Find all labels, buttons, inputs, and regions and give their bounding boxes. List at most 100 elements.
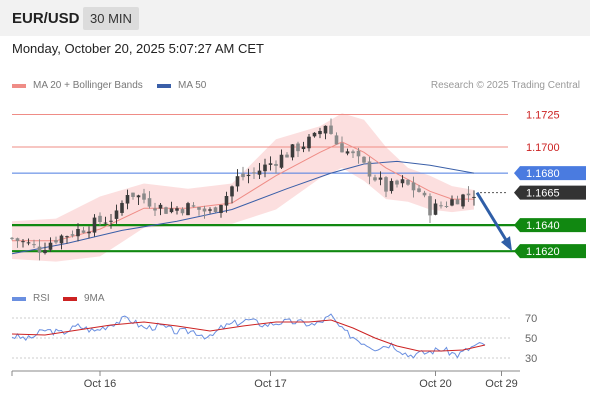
- candle-body: [120, 202, 124, 213]
- level-label-1-1725: 1.1725: [526, 110, 560, 122]
- candle-body: [428, 196, 432, 216]
- candle-body: [395, 180, 399, 185]
- candle-body: [290, 144, 295, 158]
- legend-ma9: 9MA: [63, 293, 105, 304]
- ma50-line: [11, 160, 475, 255]
- candle-body: [169, 208, 174, 213]
- legend-bollinger-label: MA 20 + Bollinger Bands: [33, 80, 143, 91]
- candle-body: [246, 174, 251, 177]
- candle-body: [147, 198, 152, 207]
- level-tag-text-1-1680: 1.1680: [526, 168, 560, 180]
- level-tag-text-1-1620: 1.1620: [526, 246, 560, 258]
- candle-body: [367, 161, 372, 177]
- candle-body: [98, 215, 102, 223]
- projection-arrow-shaft: [475, 191, 510, 244]
- rsi-line: [11, 313, 486, 359]
- legend-rsi-label: RSI: [33, 293, 50, 304]
- candle-body: [191, 205, 196, 207]
- candle-body: [296, 143, 300, 152]
- candle-body: [175, 208, 179, 211]
- candle-body: [180, 209, 185, 214]
- candle-body: [378, 177, 383, 180]
- candle-body: [202, 208, 207, 212]
- ma20-line: [12, 141, 474, 242]
- instrument-title: EUR/USD: [12, 10, 80, 27]
- level-tag-text-1-1665: 1.1665: [526, 188, 560, 200]
- candle-body: [43, 250, 47, 254]
- candle-body: [125, 195, 130, 204]
- candle-body: [389, 180, 394, 192]
- candle-body: [466, 193, 471, 196]
- ma50-swatch: [157, 83, 171, 88]
- candle-body: [263, 164, 267, 172]
- candle-body: [186, 203, 190, 216]
- candle-body: [65, 236, 69, 238]
- candle-body: [26, 242, 31, 244]
- candle-body: [54, 240, 58, 243]
- candle-body: [329, 125, 333, 134]
- candle-body: [301, 146, 306, 150]
- candle-body: [318, 130, 322, 135]
- level-tag-1-1640: [514, 218, 586, 233]
- candle-body: [70, 234, 75, 236]
- candle-body: [230, 186, 234, 197]
- candle-body: [219, 204, 223, 214]
- legend-bollinger: MA 20 + Bollinger Bands: [12, 80, 143, 91]
- candle-body: [76, 229, 80, 237]
- candle-body: [461, 194, 465, 207]
- rsi-level-label-50: 50: [525, 333, 537, 345]
- candle-body: [92, 217, 97, 233]
- level-tag-1-1680: [514, 166, 586, 181]
- candle-body: [406, 179, 410, 185]
- x-tick-label-Oct-17: Oct 17: [254, 378, 286, 390]
- candle-body: [15, 238, 20, 241]
- legend-ma50: MA 50: [157, 80, 206, 91]
- level-tag-text-1-1640: 1.1640: [526, 220, 560, 232]
- candle-body: [241, 173, 245, 178]
- candle-body: [32, 244, 36, 246]
- bollinger-swatch: [12, 83, 26, 88]
- x-tick-label-Oct-29: Oct 29: [485, 378, 517, 390]
- candle-body: [422, 192, 427, 196]
- candle-body: [472, 196, 476, 198]
- legend-rsi: RSI: [12, 293, 50, 304]
- candle-body: [356, 150, 361, 157]
- candle-body: [274, 163, 278, 166]
- ma9-swatch: [63, 296, 77, 301]
- candle-body: [224, 196, 229, 206]
- rsi-ma9-line: [11, 319, 486, 352]
- candle-body: [142, 193, 146, 200]
- x-tick-label-Oct-16: Oct 16: [84, 378, 116, 390]
- timeframe-badge[interactable]: 30 MIN: [83, 7, 139, 30]
- header-bar: EUR/USD 30 MIN: [0, 0, 590, 36]
- candle-body: [235, 176, 240, 187]
- candle-body: [10, 237, 14, 239]
- candle-body: [433, 203, 438, 215]
- candle-body: [164, 207, 168, 214]
- candle-body: [450, 199, 454, 206]
- candle-body: [411, 182, 416, 191]
- level-tag-1-1620: [514, 244, 586, 259]
- rsi-level-label-70: 70: [525, 313, 537, 325]
- candle-body: [455, 199, 460, 205]
- candle-body: [21, 241, 25, 243]
- candle-body: [312, 132, 317, 137]
- candle-body: [417, 188, 421, 192]
- level-label-1-1700: 1.1700: [526, 142, 560, 154]
- projection-arrow-head: [501, 236, 512, 252]
- candle-body: [197, 207, 201, 210]
- candle-body: [136, 195, 141, 198]
- candle-body: [373, 177, 377, 181]
- candle-body: [153, 208, 157, 211]
- candle-body: [439, 205, 443, 207]
- candle-body: [285, 154, 289, 158]
- copyright-text: Research © 2025 Trading Central: [430, 80, 580, 91]
- candle-body: [158, 204, 163, 209]
- legend-ma50-label: MA 50: [178, 80, 207, 91]
- candle-body: [131, 192, 135, 197]
- legend-ma9-label: 9MA: [84, 293, 105, 304]
- candle-body: [444, 205, 449, 207]
- bollinger-band-area: [12, 113, 474, 262]
- candle-body: [37, 246, 42, 253]
